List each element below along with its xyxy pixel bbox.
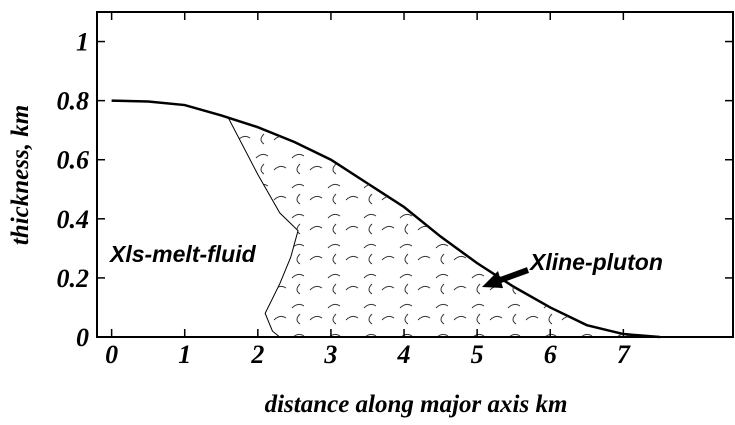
annotation: Xline-pluton <box>528 249 663 275</box>
y-tick-label: 0.2 <box>57 264 90 293</box>
x-tick-label: 4 <box>397 340 411 369</box>
y-tick-label: 0.8 <box>57 87 90 116</box>
x-tick-label: 2 <box>250 340 264 369</box>
annotation: Xls-melt-fluid <box>108 241 257 267</box>
x-axis-title: distance along major axis km <box>265 391 568 418</box>
x-tick-label: 6 <box>544 340 557 369</box>
plot-area: 0 1 2 3 4 5 6 7 0 0.2 0.4 0.6 0.8 1 <box>57 11 734 369</box>
x-tick-label: 0 <box>105 340 118 369</box>
x-tick-label: 1 <box>178 340 191 369</box>
frame <box>96 11 734 338</box>
y-tick-label: 0.4 <box>57 205 90 234</box>
y-tick-label: 0.6 <box>57 146 90 175</box>
y-tick-label: 1 <box>76 28 89 57</box>
x-tick-label: 7 <box>617 340 631 369</box>
y-tick-label: 0 <box>76 323 89 352</box>
y-axis-title: thickness, km <box>7 105 34 245</box>
region <box>227 117 639 338</box>
x-tick-label: 5 <box>471 340 484 369</box>
x-tick-label: 3 <box>323 340 337 369</box>
arrow-head <box>482 271 503 288</box>
